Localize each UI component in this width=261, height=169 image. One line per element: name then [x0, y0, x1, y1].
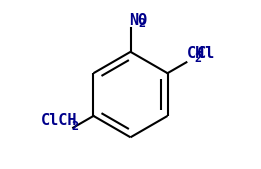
Text: 2: 2: [72, 120, 79, 133]
Text: ClCH: ClCH: [41, 114, 78, 128]
Text: 2: 2: [194, 52, 201, 65]
Text: 2: 2: [138, 17, 145, 30]
Text: CH: CH: [187, 46, 205, 62]
Text: Cl: Cl: [197, 46, 216, 62]
Text: NO: NO: [129, 13, 147, 28]
